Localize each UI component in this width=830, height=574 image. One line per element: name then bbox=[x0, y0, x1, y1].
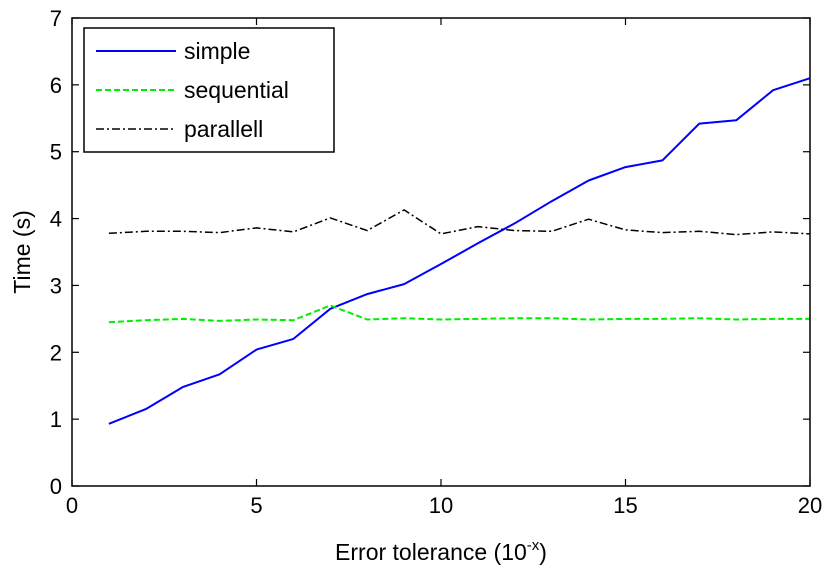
x-tick-label: 5 bbox=[250, 493, 262, 518]
x-tick-label: 10 bbox=[429, 493, 453, 518]
y-tick-label: 0 bbox=[50, 474, 62, 499]
x-tick-label: 15 bbox=[613, 493, 637, 518]
legend: simple sequential parallell bbox=[83, 27, 335, 153]
x-tick-label: 0 bbox=[66, 493, 78, 518]
series-line-sequential bbox=[108, 304, 810, 324]
x-axis-title-end: ) bbox=[539, 539, 547, 565]
series-line-simple bbox=[108, 77, 811, 425]
y-tick-label: 6 bbox=[50, 73, 62, 98]
legend-label-sequential: sequential bbox=[184, 77, 289, 103]
legend-label-simple: simple bbox=[184, 38, 250, 64]
legend-label-parallell: parallell bbox=[184, 116, 263, 142]
y-tick-label: 1 bbox=[50, 407, 62, 432]
x-axis-title-superscript: -x bbox=[527, 537, 540, 554]
x-axis-title-main: Error tolerance (10 bbox=[335, 539, 527, 565]
y-tick-label: 4 bbox=[50, 207, 62, 232]
x-tick-label: 20 bbox=[798, 493, 822, 518]
y-tick-label: 2 bbox=[50, 340, 62, 365]
y-tick-label: 7 bbox=[50, 6, 62, 31]
y-tick-label: 5 bbox=[50, 140, 62, 165]
series-layer bbox=[108, 77, 811, 425]
x-axis-title: Error tolerance (10-x) bbox=[335, 537, 547, 565]
y-tick-label: 3 bbox=[50, 273, 62, 298]
y-axis-title: Time (s) bbox=[9, 210, 35, 293]
ticks-layer: 0 5 10 15 20 0 1 2 3 4 5 6 7 bbox=[50, 6, 822, 518]
series-line-parallell bbox=[108, 209, 811, 236]
